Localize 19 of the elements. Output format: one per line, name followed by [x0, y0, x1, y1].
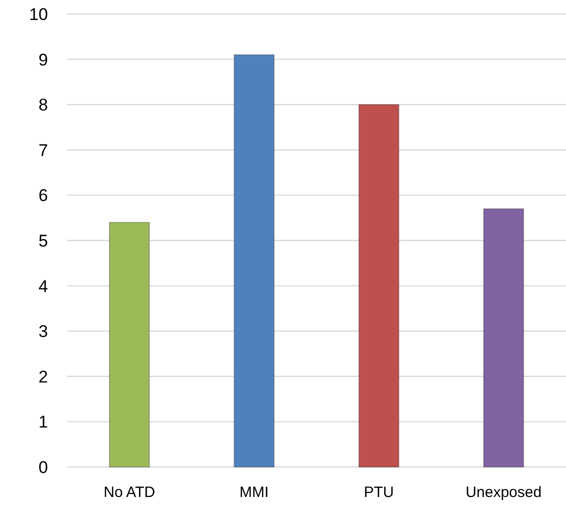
y-tick-label: 1: [38, 412, 48, 432]
y-tick-label: 3: [38, 322, 48, 342]
bar: [108, 222, 150, 468]
y-tick-label: 4: [38, 276, 48, 296]
bar: [234, 54, 275, 468]
y-tick-label: 0: [38, 458, 48, 477]
bar: [483, 208, 524, 468]
x-tick-label: PTU: [364, 484, 394, 501]
y-tick-label: 5: [38, 231, 48, 250]
y-tick-label: 7: [38, 140, 48, 160]
x-tick-label: No ATD: [104, 484, 156, 501]
x-tick-label: MMI: [240, 484, 269, 501]
y-tick-label: 9: [38, 50, 48, 70]
y-tick-label: 6: [38, 186, 48, 206]
x-tick-label: Unexposed: [466, 484, 542, 501]
y-tick-label: 2: [38, 367, 48, 386]
bar: [358, 104, 400, 468]
y-tick-label: 10: [29, 4, 48, 24]
y-tick-label: 8: [38, 96, 48, 115]
